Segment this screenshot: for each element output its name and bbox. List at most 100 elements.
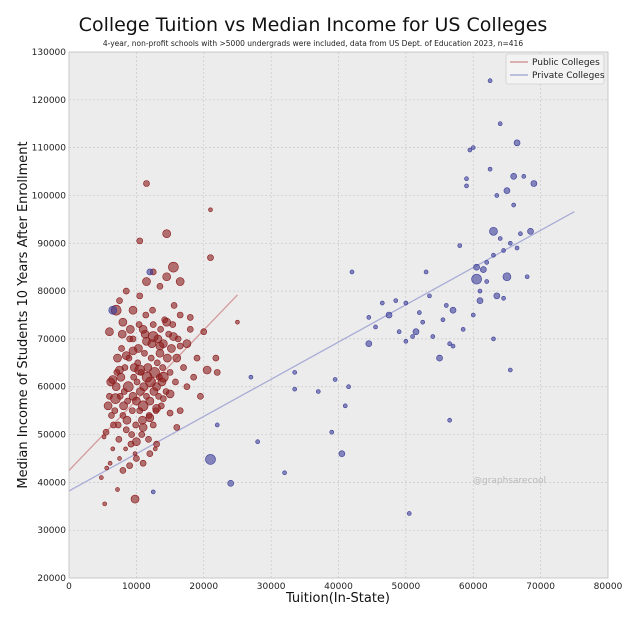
public-college-point — [149, 421, 157, 429]
public-college-point — [142, 311, 150, 319]
private-college-point — [518, 231, 523, 237]
private-college-point — [497, 236, 503, 241]
public-college-point — [117, 329, 127, 339]
private-college-point — [487, 78, 493, 83]
private-college-point — [508, 240, 513, 246]
public-college-point — [118, 317, 128, 327]
x-axis-label: Tuition(In-State) — [285, 591, 390, 606]
public-college-point — [128, 346, 138, 356]
x-tick-label: 70000 — [526, 582, 555, 592]
public-college-point — [105, 327, 114, 337]
private-college-point — [527, 228, 534, 235]
private-college-point — [489, 227, 498, 236]
private-college-point — [487, 166, 493, 172]
public-college-point — [142, 336, 151, 346]
public-college-point — [169, 332, 178, 341]
public-college-point — [158, 371, 169, 383]
public-college-point — [168, 261, 179, 273]
public-college-point — [149, 321, 157, 328]
x-tick-label: 60000 — [459, 582, 488, 592]
public-college-point — [202, 365, 212, 375]
private-college-point — [342, 403, 348, 409]
private-college-point — [511, 202, 516, 208]
private-college-point — [332, 377, 338, 382]
private-college-point — [423, 269, 429, 275]
private-college-point — [503, 187, 511, 194]
public-college-point — [155, 341, 165, 351]
private-college-point — [508, 367, 513, 373]
private-college-point — [406, 511, 412, 516]
legend-label-public: Public Colleges — [532, 58, 600, 68]
private-college-point — [480, 266, 487, 273]
y-tick-label: 90000 — [37, 239, 66, 249]
public-college-point — [167, 344, 176, 353]
public-college-point — [235, 319, 240, 325]
private-college-point — [393, 298, 399, 303]
public-college-point — [186, 314, 194, 321]
public-college-point — [152, 403, 161, 413]
private-college-point — [346, 384, 351, 390]
watermark: @graphsarecool — [473, 476, 546, 486]
public-college-point — [139, 382, 149, 392]
public-college-point — [115, 436, 123, 443]
public-college-point — [166, 409, 174, 417]
private-college-point — [484, 260, 490, 265]
public-college-point — [180, 364, 187, 371]
public-college-point — [183, 383, 191, 391]
private-college-point — [471, 273, 482, 285]
public-college-point — [122, 426, 130, 434]
x-tick-label: 10000 — [122, 582, 151, 592]
public-college-point — [176, 342, 184, 350]
private-college-point — [501, 295, 506, 301]
private-college-point — [205, 454, 216, 465]
private-college-point — [476, 297, 484, 304]
public-college-point — [133, 455, 140, 462]
private-college-point — [403, 300, 409, 306]
public-college-point — [129, 407, 136, 414]
private-college-point — [427, 293, 432, 299]
private-college-point — [449, 306, 457, 314]
private-college-point — [494, 193, 500, 198]
public-college-point — [119, 401, 128, 411]
public-college-point — [139, 459, 147, 467]
public-college-point — [115, 487, 120, 492]
private-college-point — [484, 279, 490, 284]
private-college-point — [146, 268, 154, 276]
public-college-point — [153, 440, 160, 448]
public-college-point — [107, 460, 113, 466]
public-college-point — [166, 369, 174, 376]
private-college-point — [470, 145, 476, 150]
public-college-point — [136, 292, 144, 300]
private-college-point — [373, 324, 378, 330]
private-college-point — [248, 374, 254, 380]
public-college-point — [182, 339, 192, 348]
x-tick-label: 40000 — [324, 582, 353, 592]
public-college-point — [153, 359, 161, 367]
public-college-point — [145, 396, 155, 406]
private-college-point — [447, 341, 452, 346]
public-college-point — [130, 373, 137, 381]
public-college-point — [122, 415, 132, 425]
y-tick-label: 50000 — [37, 431, 66, 441]
public-college-point — [104, 465, 110, 471]
public-college-point — [170, 302, 178, 309]
public-college-point — [207, 254, 214, 261]
legend-label-private: Private Colleges — [532, 71, 605, 81]
private-college-point — [403, 338, 409, 344]
public-college-point — [213, 369, 221, 376]
private-college-point — [214, 422, 220, 428]
public-college-point — [149, 306, 156, 314]
chart-subtitle: 4-year, non-profit schools with >5000 un… — [103, 39, 523, 48]
public-college-point — [126, 325, 135, 334]
private-college-point — [366, 315, 372, 320]
public-college-point — [137, 400, 149, 412]
private-college-point — [443, 303, 449, 308]
private-college-point — [315, 389, 321, 394]
private-college-point — [473, 263, 480, 271]
y-tick-label: 120000 — [32, 96, 67, 106]
public-college-point — [175, 277, 185, 286]
y-tick-label: 40000 — [37, 478, 66, 488]
public-college-point — [160, 395, 167, 402]
